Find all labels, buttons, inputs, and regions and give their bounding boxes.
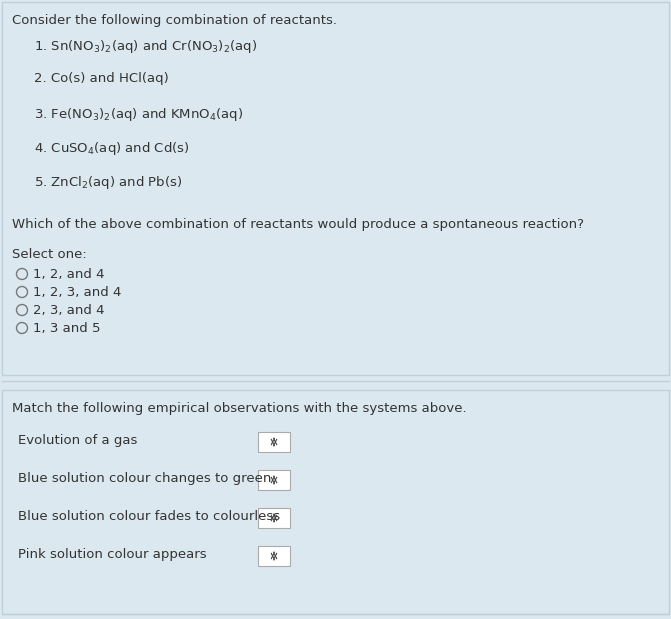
FancyBboxPatch shape bbox=[258, 470, 290, 490]
FancyBboxPatch shape bbox=[258, 432, 290, 452]
FancyBboxPatch shape bbox=[258, 546, 290, 566]
Text: 5. ZnCl$_2$(aq) and Pb(s): 5. ZnCl$_2$(aq) and Pb(s) bbox=[34, 174, 183, 191]
Text: 1, 2, 3, and 4: 1, 2, 3, and 4 bbox=[33, 286, 121, 299]
Text: Blue solution colour changes to green: Blue solution colour changes to green bbox=[18, 472, 271, 485]
Text: 1. Sn(NO$_3$)$_2$(aq) and Cr(NO$_3$)$_2$(aq): 1. Sn(NO$_3$)$_2$(aq) and Cr(NO$_3$)$_2$… bbox=[34, 38, 257, 55]
Text: 2. Co(s) and HCl(aq): 2. Co(s) and HCl(aq) bbox=[34, 72, 168, 85]
FancyBboxPatch shape bbox=[258, 508, 290, 528]
Text: Evolution of a gas: Evolution of a gas bbox=[18, 434, 138, 447]
Text: 1, 3 and 5: 1, 3 and 5 bbox=[33, 322, 101, 335]
Text: Select one:: Select one: bbox=[12, 248, 87, 261]
Text: 4. CuSO$_4$(aq) and Cd(s): 4. CuSO$_4$(aq) and Cd(s) bbox=[34, 140, 190, 157]
Text: Which of the above combination of reactants would produce a spontaneous reaction: Which of the above combination of reacta… bbox=[12, 218, 584, 231]
FancyBboxPatch shape bbox=[2, 390, 669, 614]
Text: Blue solution colour fades to colourless: Blue solution colour fades to colourless bbox=[18, 510, 280, 523]
Text: 2, 3, and 4: 2, 3, and 4 bbox=[33, 304, 105, 317]
Text: 3. Fe(NO$_3$)$_2$(aq) and KMnO$_4$(aq): 3. Fe(NO$_3$)$_2$(aq) and KMnO$_4$(aq) bbox=[34, 106, 244, 123]
Text: Pink solution colour appears: Pink solution colour appears bbox=[18, 548, 207, 561]
Text: 1, 2, and 4: 1, 2, and 4 bbox=[33, 268, 105, 281]
Text: Match the following empirical observations with the systems above.: Match the following empirical observatio… bbox=[12, 402, 466, 415]
FancyBboxPatch shape bbox=[2, 2, 669, 375]
Text: Consider the following combination of reactants.: Consider the following combination of re… bbox=[12, 14, 337, 27]
